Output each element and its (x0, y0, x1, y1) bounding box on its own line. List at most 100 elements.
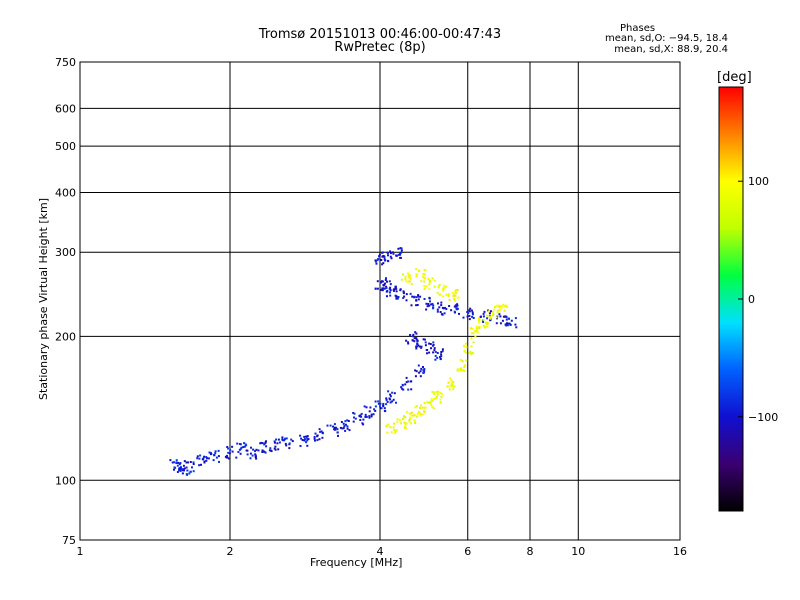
data-point (388, 287, 391, 290)
data-point (450, 381, 453, 384)
data-point (384, 259, 387, 262)
data-point (192, 470, 195, 473)
data-point (484, 325, 487, 328)
data-point (401, 387, 403, 390)
data-point (493, 308, 496, 311)
data-point (402, 273, 404, 276)
data-point (432, 304, 435, 307)
data-point (377, 402, 380, 405)
data-point (390, 431, 393, 434)
x-tick-label: 2 (227, 545, 234, 558)
data-point (433, 285, 436, 288)
data-point (210, 452, 213, 455)
data-point (306, 435, 309, 438)
data-point (514, 317, 517, 320)
data-point (231, 445, 234, 448)
data-point (454, 289, 457, 292)
data-point (471, 311, 474, 314)
data-point (450, 309, 453, 312)
data-point (422, 366, 424, 368)
data-point (434, 354, 437, 357)
data-point (214, 450, 217, 453)
data-point (469, 350, 472, 353)
data-point (419, 295, 422, 298)
data-point (461, 368, 464, 371)
data-point (382, 287, 385, 290)
data-point (442, 289, 445, 292)
data-point (389, 426, 392, 429)
data-point (341, 427, 344, 430)
data-point (384, 279, 387, 281)
data-point (254, 455, 257, 458)
y-tick-label: 100 (55, 474, 76, 487)
data-point (182, 464, 185, 467)
data-point (429, 401, 432, 404)
data-point (303, 439, 306, 442)
data-point (301, 439, 304, 441)
data-point (305, 435, 307, 438)
data-point (236, 442, 239, 445)
data-point (290, 438, 293, 441)
data-point (422, 276, 425, 278)
data-point (433, 392, 436, 395)
data-point (399, 256, 402, 259)
data-point (423, 368, 426, 370)
x-tick-label: 16 (673, 545, 687, 558)
data-point (185, 461, 188, 464)
data-point (397, 247, 400, 250)
data-point (389, 286, 392, 289)
data-point (413, 419, 416, 422)
data-point (261, 451, 264, 453)
data-point (488, 316, 491, 319)
data-point (283, 439, 286, 442)
data-point (408, 412, 411, 415)
data-point (386, 295, 388, 298)
data-point (409, 334, 411, 337)
data-point (413, 414, 415, 417)
data-point (362, 418, 365, 421)
data-point (183, 460, 186, 463)
data-point (262, 450, 265, 453)
data-point (431, 277, 434, 280)
data-point (499, 305, 502, 307)
data-point (226, 456, 229, 459)
data-point (439, 311, 442, 313)
data-point (432, 391, 435, 394)
data-point (423, 276, 426, 279)
data-point (336, 431, 339, 434)
data-point (446, 385, 449, 388)
data-point (386, 431, 389, 434)
data-point (277, 438, 280, 441)
data-point (472, 317, 475, 319)
data-point (384, 282, 386, 285)
data-point (427, 401, 430, 404)
data-point (387, 260, 390, 263)
data-point (399, 251, 402, 254)
data-point (452, 380, 455, 383)
data-point (463, 365, 466, 368)
data-point (445, 308, 448, 310)
data-point (346, 425, 349, 428)
data-point (306, 437, 309, 440)
data-point (504, 323, 507, 326)
data-point (395, 401, 397, 404)
data-point (394, 430, 397, 433)
data-point (382, 404, 385, 407)
data-point (423, 284, 426, 287)
data-point (340, 421, 343, 423)
data-point (183, 467, 186, 470)
data-point (277, 448, 280, 451)
data-point (454, 299, 457, 302)
data-point (440, 355, 443, 358)
data-point (407, 274, 410, 277)
data-point (453, 385, 456, 388)
data-point (433, 397, 436, 400)
data-point (443, 312, 446, 315)
data-point (474, 335, 477, 338)
data-point (364, 416, 367, 418)
data-point (396, 418, 399, 421)
data-point (389, 252, 392, 255)
data-point (358, 415, 361, 418)
data-point (463, 369, 465, 372)
data-point (385, 397, 388, 400)
